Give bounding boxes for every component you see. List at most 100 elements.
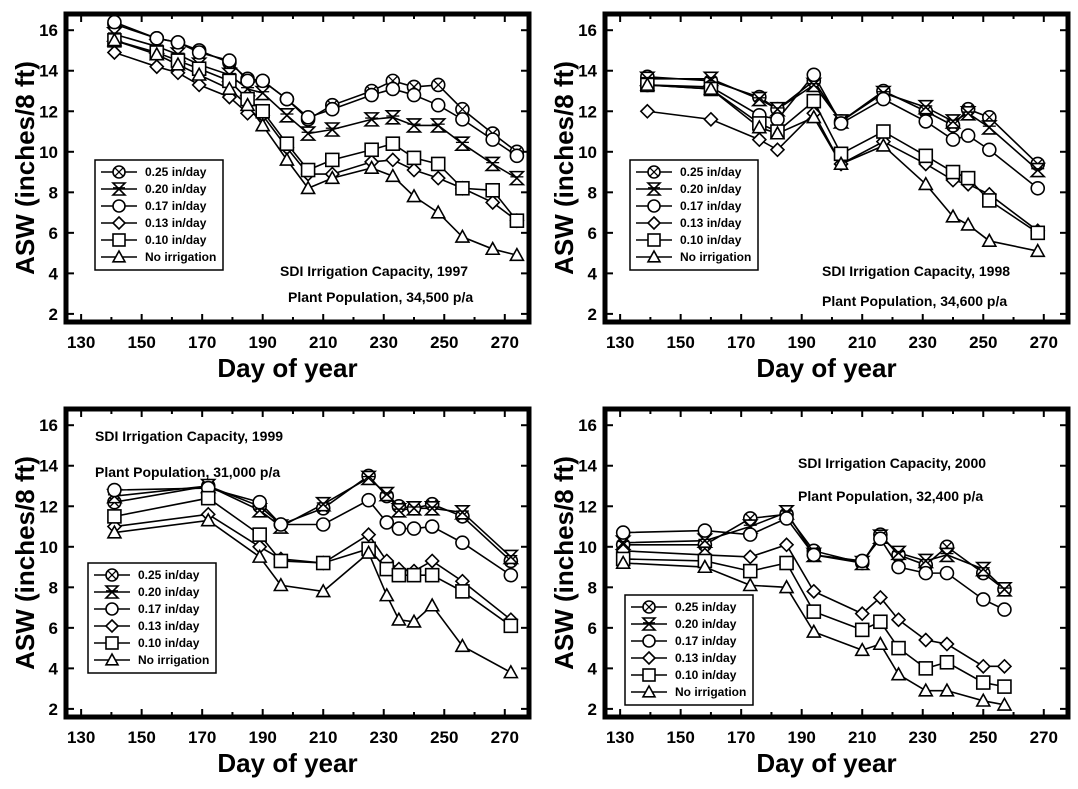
data-point (323, 122, 341, 137)
x-tick-label: 210 (309, 728, 337, 747)
chart-subtitle: Plant Population, 34,600 p/a (822, 293, 1007, 309)
legend-marker (112, 233, 126, 247)
data-point (325, 152, 340, 168)
legend-label: No irrigation (145, 250, 216, 264)
legend-marker (647, 165, 661, 179)
data-point (272, 577, 289, 592)
legend-marker (105, 568, 119, 582)
legend-label: No irrigation (675, 685, 746, 699)
chart-subtitle: Plant Population, 34,500 p/a (288, 289, 473, 305)
x-tick-label: 130 (606, 333, 634, 352)
data-point (315, 555, 331, 571)
data-point (769, 142, 786, 158)
y-tick-label: 8 (588, 183, 597, 202)
chart-subtitle: Plant Population, 31,000 p/a (95, 464, 280, 480)
y-tick-label: 14 (39, 457, 58, 476)
x-tick-label: 130 (606, 728, 634, 747)
data-point (221, 80, 238, 95)
data-point (430, 77, 446, 93)
legend-label: No irrigation (680, 250, 751, 264)
data-point (361, 492, 376, 508)
data-point (379, 515, 395, 530)
y-tick-label: 12 (578, 497, 597, 516)
data-point (890, 612, 907, 628)
data-point (424, 519, 440, 534)
data-point (484, 156, 502, 172)
data-point (379, 561, 395, 577)
data-point (918, 632, 934, 648)
data-point (697, 523, 713, 538)
data-point (300, 180, 316, 195)
data-point (430, 97, 446, 113)
data-point (806, 583, 822, 599)
data-point (200, 512, 217, 527)
legend-marker (111, 182, 127, 196)
x-tick-label: 230 (909, 728, 937, 747)
data-point (891, 640, 906, 656)
x-tick-label: 130 (67, 333, 95, 352)
data-point (391, 567, 407, 583)
data-point (945, 208, 961, 223)
data-point (854, 606, 870, 622)
data-point (779, 555, 794, 571)
x-tick-label: 250 (430, 333, 458, 352)
y-tick-label: 16 (578, 21, 597, 40)
y-tick-label: 10 (578, 143, 597, 162)
data-point (390, 503, 408, 518)
data-point (385, 152, 401, 168)
data-point (391, 521, 407, 536)
data-point (149, 59, 165, 75)
data-point (939, 565, 955, 581)
data-point (406, 567, 422, 583)
data-point (255, 73, 270, 89)
data-point (106, 32, 123, 47)
data-point (742, 563, 758, 579)
y-tick-label: 6 (49, 224, 58, 243)
data-point (502, 549, 520, 565)
x-tick-label: 190 (788, 333, 816, 352)
legend-label: 0.25 in/day (138, 568, 200, 582)
data-point (364, 87, 379, 103)
data-point (384, 110, 402, 125)
plot-frame (602, 11, 1071, 325)
data-point (363, 112, 381, 127)
data-point (300, 110, 316, 125)
data-point (278, 108, 296, 123)
data-point (750, 91, 768, 107)
x-tick-label: 170 (727, 728, 755, 747)
x-tick-label: 190 (788, 728, 816, 747)
data-point (982, 193, 997, 208)
x-tick-label: 270 (1030, 728, 1058, 747)
data-point (455, 584, 470, 599)
data-point (315, 583, 332, 598)
x-tick-label: 170 (727, 333, 755, 352)
y-tick-label: 4 (49, 264, 59, 283)
data-point (854, 553, 870, 569)
data-point (945, 132, 961, 147)
data-point (1030, 180, 1046, 196)
y-tick-label: 10 (578, 538, 597, 557)
legend-marker (105, 602, 119, 616)
legend-box (629, 159, 759, 271)
data-point (360, 544, 377, 559)
data-point (391, 611, 407, 626)
data-point (876, 91, 891, 107)
legend-label: 0.10 in/day (145, 233, 207, 247)
legend-marker (646, 249, 662, 263)
data-point (875, 137, 892, 152)
data-point (939, 636, 955, 652)
legend-label: 0.20 in/day (145, 182, 207, 196)
data-point (703, 80, 719, 95)
data-point (696, 533, 714, 549)
x-axis-label: Day of year (217, 748, 357, 778)
data-point (1030, 225, 1046, 241)
data-point (385, 81, 401, 97)
data-point (959, 105, 977, 121)
data-point (255, 103, 270, 119)
data-point (981, 232, 998, 247)
plot-frame (63, 406, 532, 720)
series-line (623, 562, 1005, 706)
legend-box (87, 562, 217, 674)
plot-frame (63, 11, 532, 325)
legend-marker (642, 668, 656, 682)
